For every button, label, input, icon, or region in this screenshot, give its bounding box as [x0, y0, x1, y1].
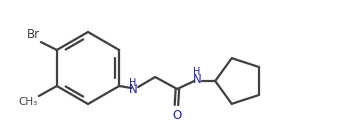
- Text: N: N: [193, 73, 201, 86]
- Text: N: N: [129, 82, 137, 95]
- Text: H: H: [130, 78, 137, 88]
- Text: Br: Br: [27, 28, 40, 41]
- Text: CH₃: CH₃: [19, 97, 38, 107]
- Text: O: O: [172, 109, 181, 122]
- Text: H: H: [194, 67, 201, 77]
